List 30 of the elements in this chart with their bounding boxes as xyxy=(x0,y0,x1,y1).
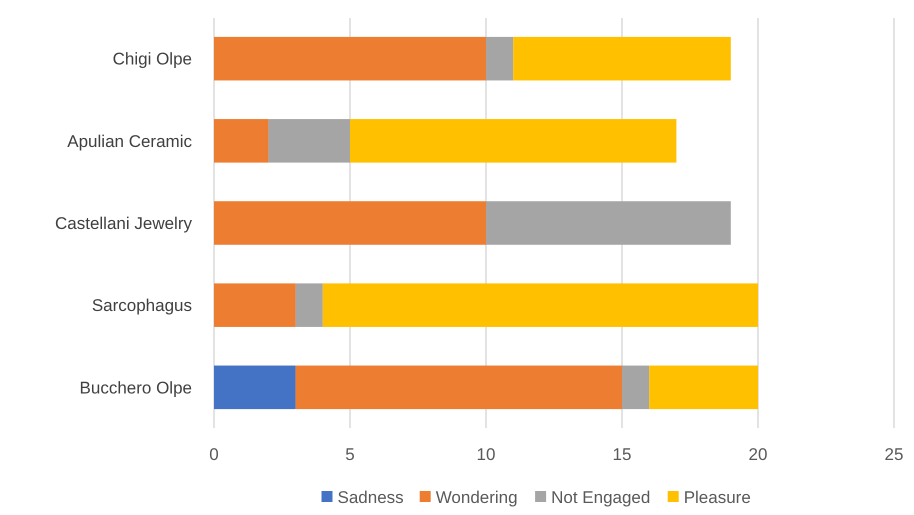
bar xyxy=(649,366,758,410)
y-tick-label: Bucchero Olpe xyxy=(80,378,192,398)
x-tick-label: 10 xyxy=(476,445,496,464)
bar xyxy=(296,283,323,327)
bar xyxy=(268,119,350,163)
bar xyxy=(486,201,731,245)
legend-label: Wondering xyxy=(436,488,518,507)
bar xyxy=(350,119,676,163)
bar xyxy=(486,36,514,80)
y-tick-label: Castellani Jewelry xyxy=(55,214,192,233)
bar xyxy=(214,201,486,245)
bar xyxy=(296,366,622,410)
y-tick-label: Sarcophagus xyxy=(92,296,192,316)
bar xyxy=(214,119,268,163)
y-tick-label: Apulian Ceramic xyxy=(67,132,192,151)
x-tick-label: 5 xyxy=(345,445,355,464)
bar xyxy=(214,36,486,80)
legend-label: Not Engaged xyxy=(551,488,650,507)
bar xyxy=(513,36,731,80)
bar xyxy=(622,366,650,410)
bar xyxy=(214,283,296,327)
y-tick-label: Chigi Olpe xyxy=(112,50,192,69)
legend-label: Sadness xyxy=(338,488,404,507)
x-tick-label: 15 xyxy=(612,445,632,464)
x-tick-label: 25 xyxy=(884,445,904,464)
bar xyxy=(214,366,296,410)
x-tick-label: 20 xyxy=(748,445,768,464)
x-tick-label: 0 xyxy=(209,445,219,464)
bar xyxy=(322,283,758,327)
legend-label: Pleasure xyxy=(684,488,751,507)
